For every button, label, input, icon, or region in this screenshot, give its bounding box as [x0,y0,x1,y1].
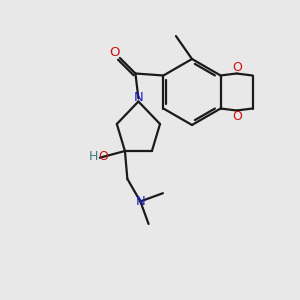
Text: N: N [134,91,143,104]
Text: N: N [136,195,145,208]
Text: O: O [232,61,242,74]
Text: H: H [89,150,98,163]
Text: O: O [110,46,120,59]
Text: O: O [98,150,108,163]
Text: O: O [232,110,242,123]
